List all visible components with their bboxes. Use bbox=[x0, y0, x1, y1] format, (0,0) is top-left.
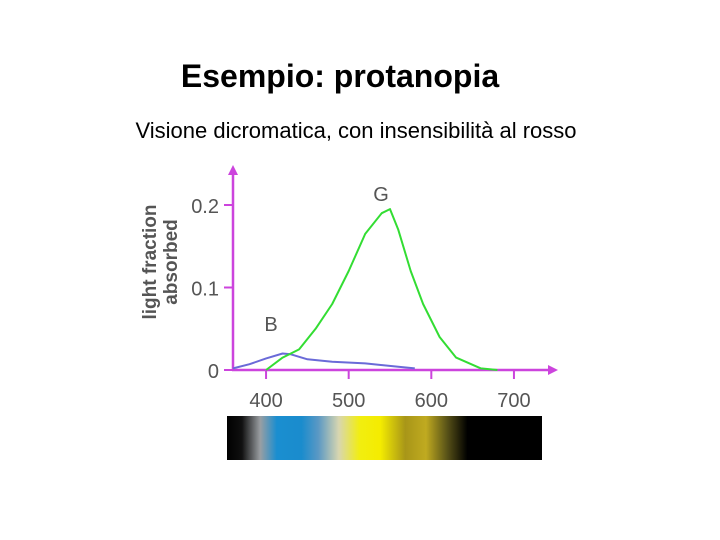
axes-group bbox=[228, 165, 558, 375]
slide-subtitle: Visione dicromatica, con insensibilità a… bbox=[135, 118, 577, 143]
spectrum-bar bbox=[227, 416, 542, 460]
series-label-b: B bbox=[264, 314, 277, 336]
series-group bbox=[232, 208, 498, 371]
x-tick-label: 600 bbox=[415, 390, 448, 412]
series-line-g bbox=[265, 208, 498, 371]
slide-title: Esempio: protanopia bbox=[180, 58, 500, 94]
x-tick-label: 400 bbox=[249, 390, 282, 412]
series-label-g: G bbox=[373, 184, 389, 206]
y-tick-label: 0.1 bbox=[191, 279, 219, 301]
series-line-b bbox=[232, 352, 415, 370]
y-tick-label: 0 bbox=[208, 361, 219, 383]
y-axis-label: light fractionabsorbed bbox=[140, 204, 182, 319]
labels-group: light fractionabsorbed B G bbox=[140, 184, 389, 336]
ticks-group: 0 0.1 0.2 400 500 600 700 bbox=[191, 196, 530, 412]
y-tick-label: 0.2 bbox=[191, 196, 219, 218]
x-tick-label: 700 bbox=[497, 390, 530, 412]
x-tick-label: 500 bbox=[332, 390, 365, 412]
